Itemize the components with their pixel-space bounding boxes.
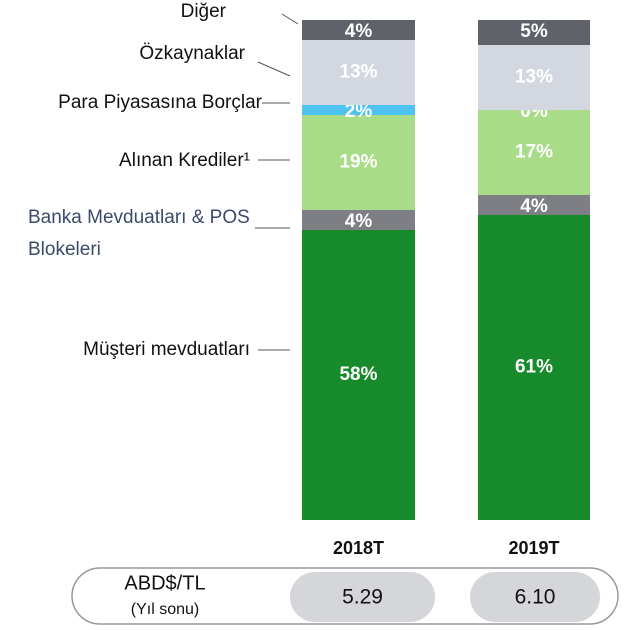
value-label: 17% <box>515 142 553 163</box>
series-label: Para Piyasasına Borçlar <box>58 92 262 113</box>
series-label: Alınan Krediler¹ <box>119 150 250 171</box>
bar-segment <box>302 105 415 115</box>
bar-segment <box>478 195 590 215</box>
series-label: Banka Mevduatları & POS Blokeleri <box>28 207 250 260</box>
bar-segment <box>302 40 415 105</box>
bar-segment <box>302 210 415 230</box>
series-label: Özkaynaklar <box>139 43 245 64</box>
leader-line <box>281 13 299 25</box>
value-label: 4% <box>520 196 548 217</box>
value-label: 19% <box>339 152 377 173</box>
bar-segment <box>478 45 590 110</box>
bar-segment <box>302 115 415 210</box>
bar-segment <box>302 20 415 40</box>
fx-label: ABD$/TL <box>124 572 205 594</box>
fx-value: 5.29 <box>342 586 383 609</box>
x-tick-label: 2019T <box>508 538 559 558</box>
value-label: 4% <box>345 21 373 42</box>
value-label: 4% <box>345 211 373 232</box>
bar-segment <box>302 230 415 520</box>
series-label: Diğer <box>180 1 226 22</box>
fx-frame <box>71 567 619 625</box>
fx-value: 6.10 <box>515 586 556 609</box>
value-label: 2% <box>345 101 373 122</box>
bar-segment <box>478 215 590 520</box>
fx-pill <box>470 572 600 622</box>
leader-line <box>257 61 291 77</box>
bar-segment <box>478 110 590 195</box>
value-label: 5% <box>520 21 548 42</box>
fx-pill <box>290 572 435 622</box>
value-label: 13% <box>339 62 377 83</box>
value-label: 61% <box>515 357 553 378</box>
fx-sublabel: (Yıl sonu) <box>131 601 199 618</box>
bar-segment <box>478 20 590 45</box>
series-label: Müşteri mevduatları <box>83 339 250 360</box>
value-label: 58% <box>339 364 377 385</box>
x-tick-label: 2018T <box>333 538 384 558</box>
value-label: 13% <box>515 67 553 88</box>
